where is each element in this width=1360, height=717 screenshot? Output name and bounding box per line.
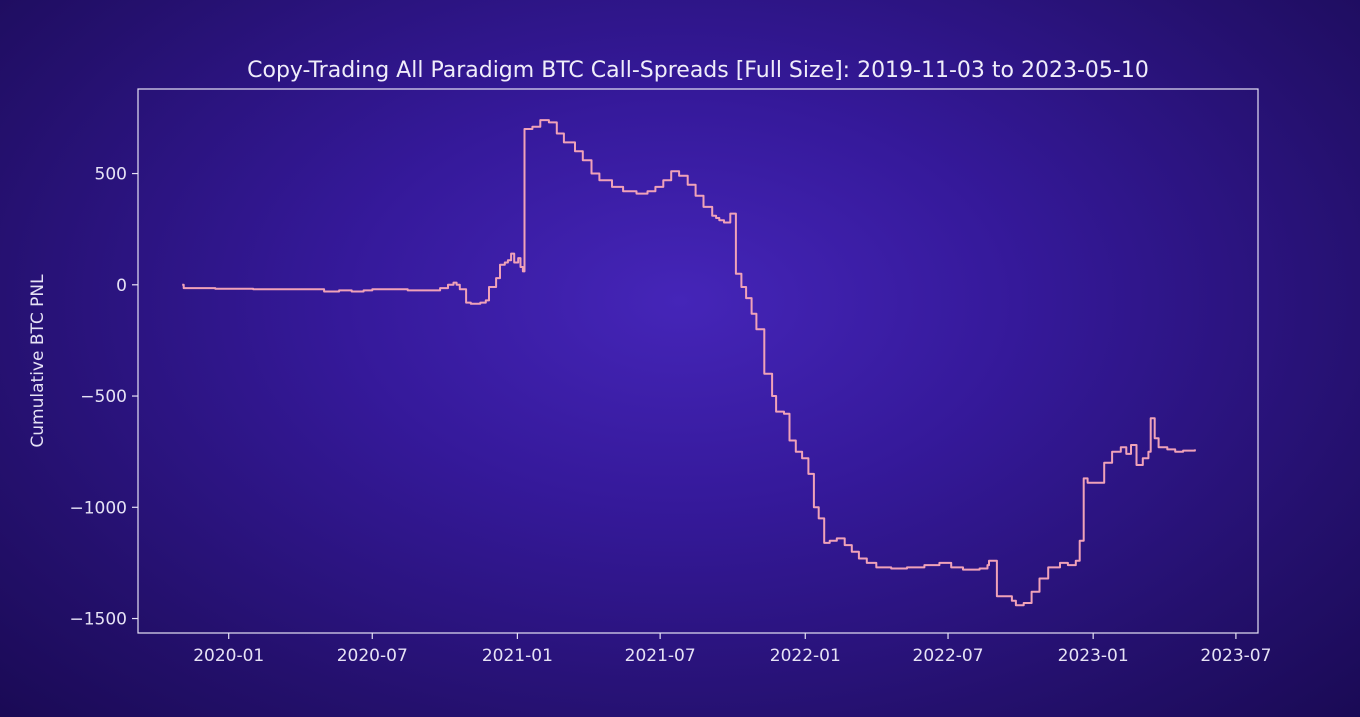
x-tick-label: 2021-07 bbox=[625, 646, 696, 666]
y-axis-label: Cumulative BTC PNL bbox=[28, 274, 48, 448]
x-axis: 2020-01 2020-07 2021-01 2021-07 2022-01 2022-… bbox=[193, 633, 1271, 666]
y-tick-label: −500 bbox=[80, 387, 127, 407]
y-tick-label: 500 bbox=[95, 165, 127, 185]
y-tick-label: 0 bbox=[116, 276, 127, 296]
y-tick-label: −1000 bbox=[69, 498, 127, 518]
x-tick-label: 2023-01 bbox=[1058, 646, 1129, 666]
plot-area-frame bbox=[137, 88, 1259, 634]
x-tick-label: 2021-01 bbox=[482, 646, 553, 666]
x-tick-label: 2020-01 bbox=[193, 646, 264, 666]
y-tick-label: −1500 bbox=[69, 610, 127, 630]
x-tick-label: 2022-01 bbox=[770, 646, 841, 666]
series-line-cumulative-pnl bbox=[182, 119, 1196, 607]
x-tick-label: 2023-07 bbox=[1200, 646, 1271, 666]
x-tick-label: 2022-07 bbox=[913, 646, 984, 666]
chart-title: Copy-Trading All Paradigm BTC Call-Sprea… bbox=[247, 58, 1149, 83]
y-axis: 500 0 −500 −1000 −1500 bbox=[69, 165, 138, 630]
x-tick-label: 2020-07 bbox=[337, 646, 408, 666]
